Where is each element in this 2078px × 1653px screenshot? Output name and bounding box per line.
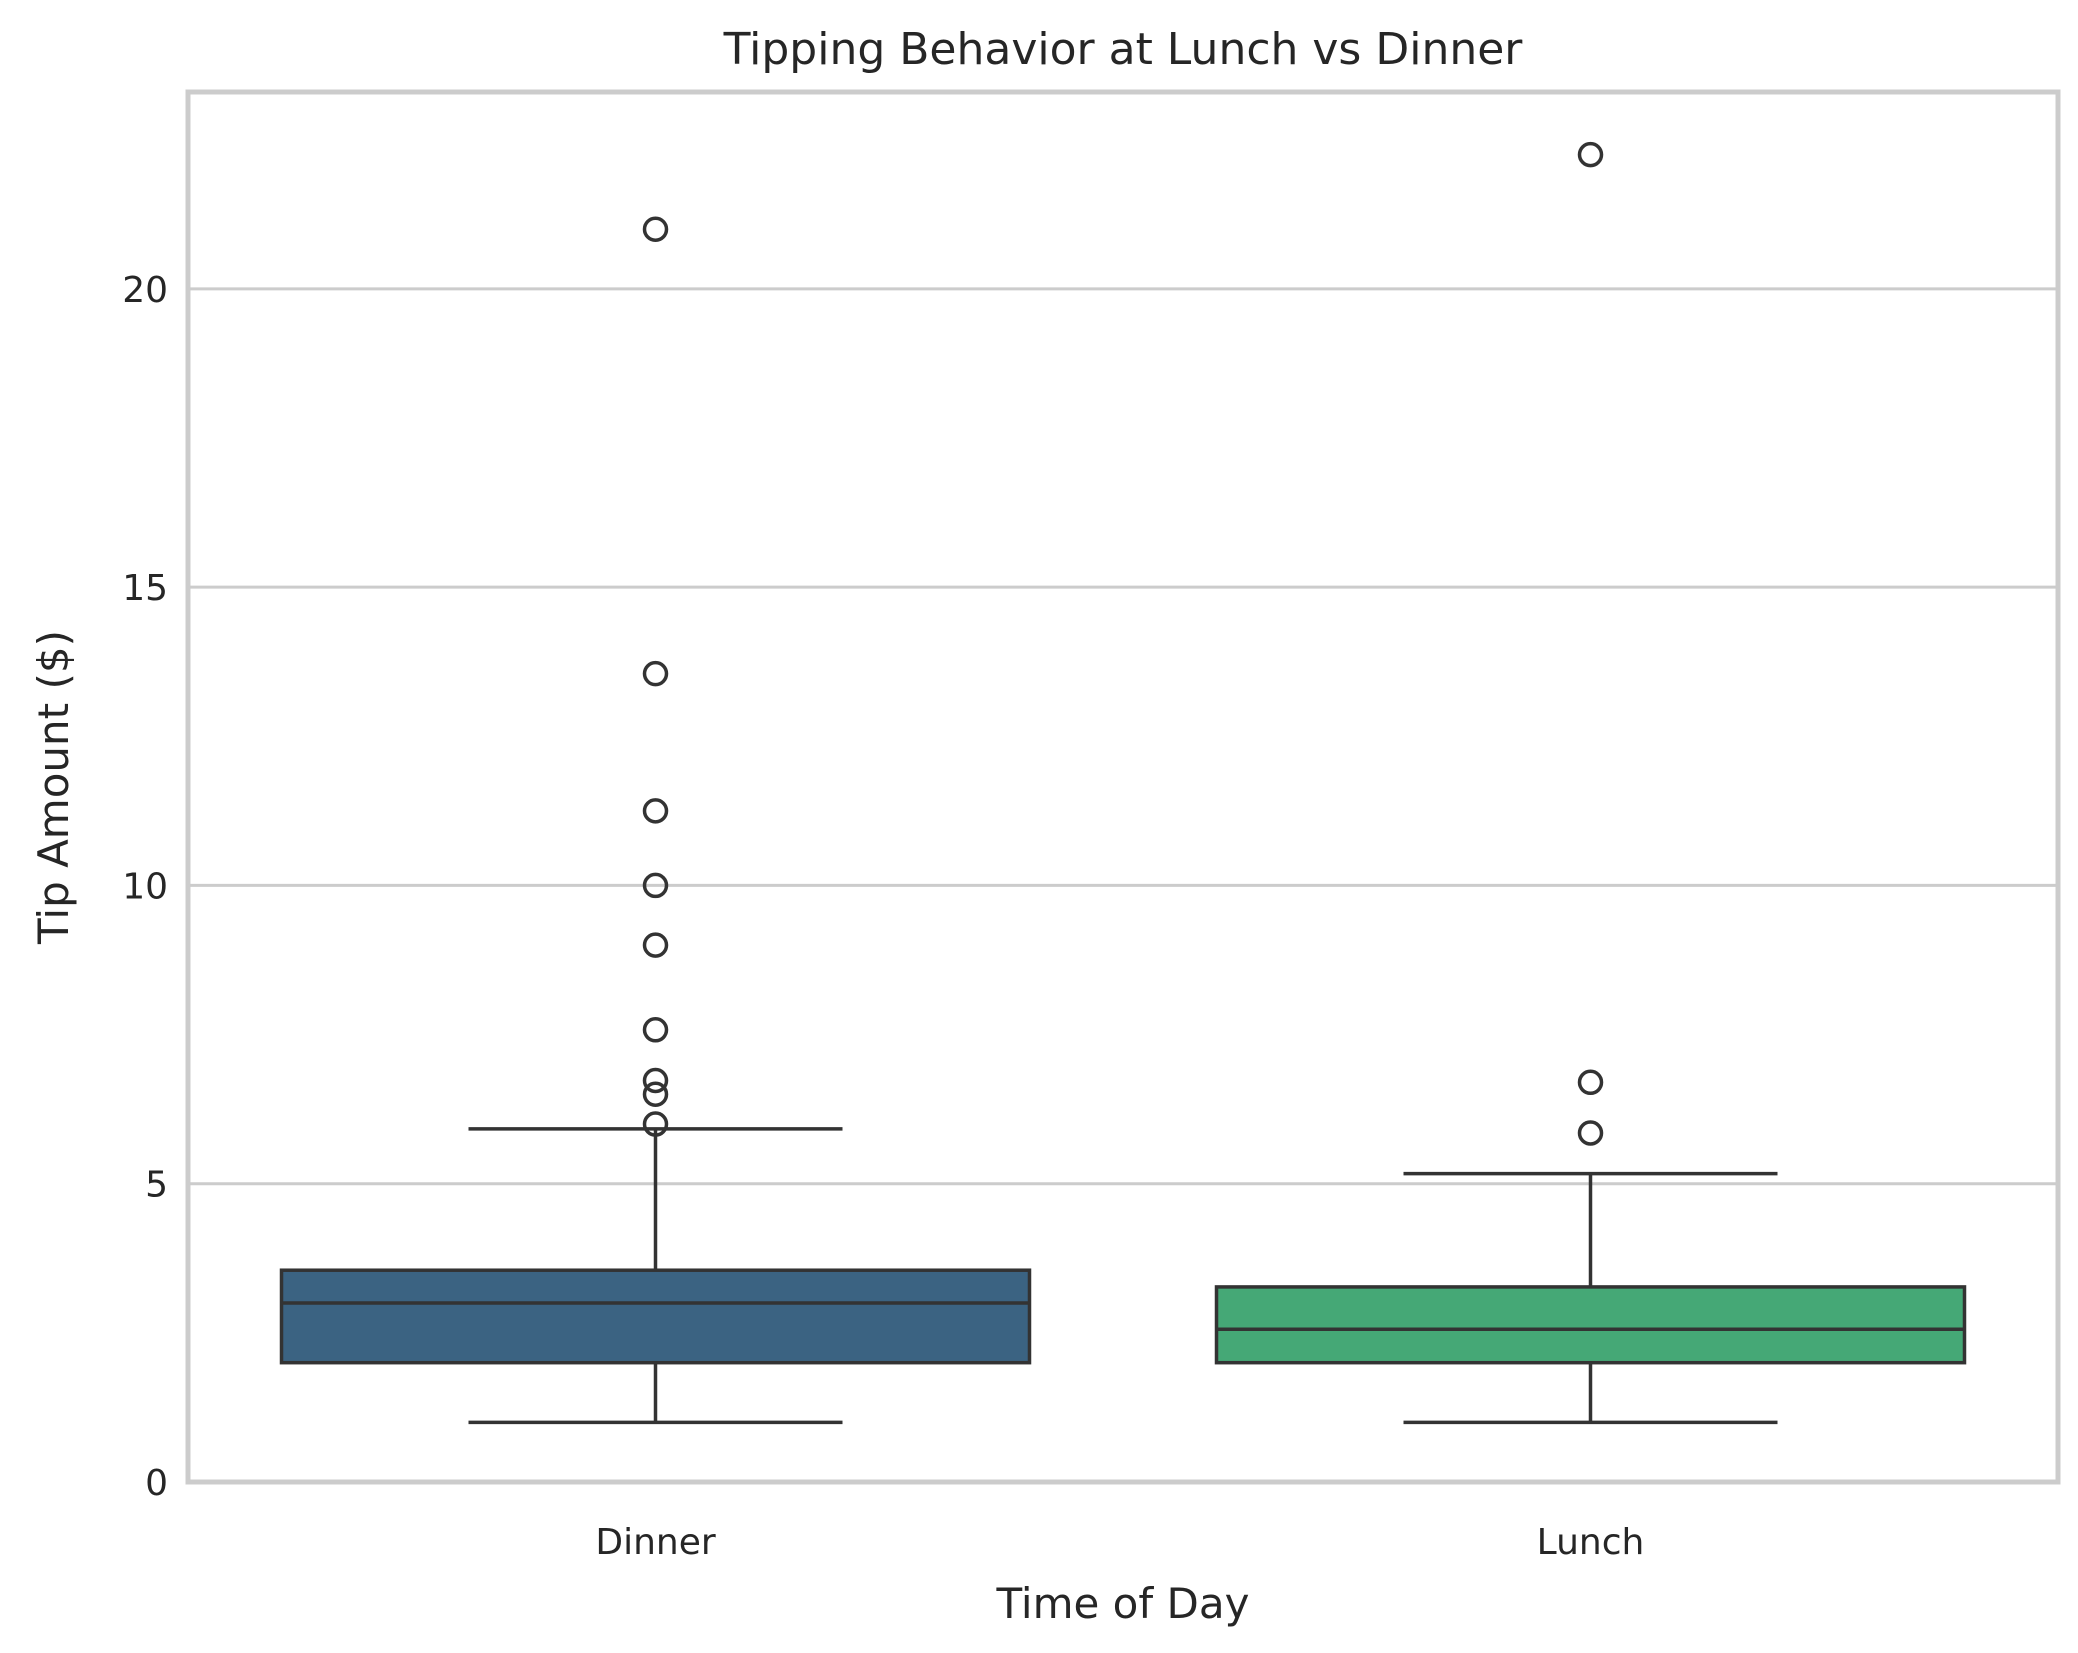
x-axis-ticks: Dinner Lunch: [595, 1522, 1644, 1563]
outlier-point: [1577, 141, 1604, 168]
y-tick-label: 0: [145, 1463, 168, 1504]
outlier-point: [642, 1111, 669, 1137]
y-tick-label: 20: [122, 270, 168, 311]
outlier-point: [642, 216, 669, 242]
x-tick-label: Lunch: [1537, 1522, 1645, 1563]
plot-frame: [185, 89, 2061, 1485]
outlier-point: [642, 872, 669, 899]
gridlines: [188, 287, 2058, 1186]
y-tick-label: 15: [122, 568, 168, 609]
boxes: [279, 141, 1967, 1425]
x-tick-label: Dinner: [595, 1522, 716, 1563]
outlier-point: [642, 1067, 669, 1094]
y-axis-label: Tip Amount ($): [29, 630, 78, 945]
outlier-point: [1577, 1120, 1604, 1146]
outlier-point: [1577, 1069, 1604, 1096]
y-tick-label: 10: [122, 866, 168, 907]
y-axis-ticks: 0 5 10 15 20: [122, 270, 168, 1504]
iqr-box: [1214, 1285, 1967, 1365]
x-axis-label: Time of Day: [996, 1579, 1250, 1628]
outlier-point: [642, 1017, 669, 1043]
outlier-point: [642, 932, 669, 958]
outlier-point: [642, 1081, 669, 1107]
y-tick-label: 5: [145, 1165, 168, 1206]
box-dinner: [279, 216, 1032, 1425]
chart-title: Tipping Behavior at Lunch vs Dinner: [723, 24, 1524, 75]
outlier-point: [642, 660, 669, 687]
iqr-box: [279, 1268, 1032, 1365]
box-lunch: [1214, 141, 1967, 1425]
outlier-point: [642, 798, 669, 824]
